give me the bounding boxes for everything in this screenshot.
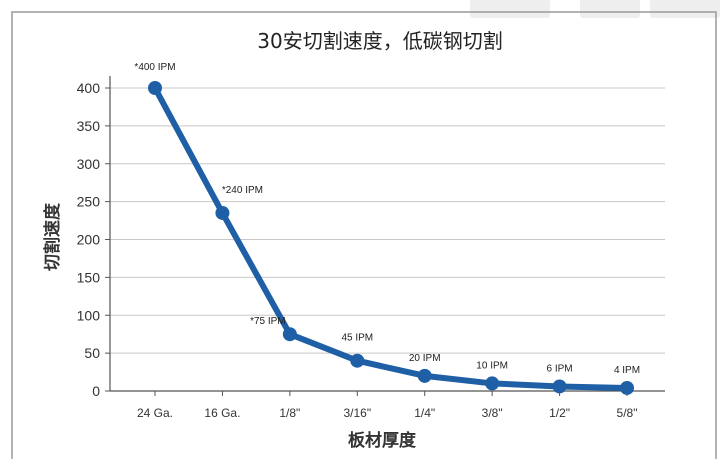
x-tick-label: 1/4" (414, 406, 435, 420)
data-label: 6 IPM (547, 363, 573, 374)
data-points (148, 81, 634, 395)
watermark-shape (470, 0, 550, 18)
y-tick-labels: 0 50 100 150 200 250 300 350 400 (77, 80, 101, 399)
data-point (485, 376, 500, 391)
x-tick-label: 16 Ga. (204, 406, 240, 420)
y-tick-label: 0 (92, 383, 100, 399)
x-tick-label: 3/8" (482, 406, 503, 420)
y-tick-label: 250 (77, 194, 101, 210)
x-tick-label: 3/16" (343, 406, 371, 420)
axes (105, 76, 665, 396)
x-tick-label: 24 Ga. (137, 406, 173, 420)
x-axis-label: 板材厚度 (348, 430, 417, 451)
x-tick-label: 1/2" (549, 406, 570, 420)
chart-frame (11, 11, 717, 459)
data-label: *240 IPM (222, 185, 263, 196)
data-point (350, 353, 365, 368)
series-line-path (152, 85, 630, 391)
y-axis-label: 切割速度 (42, 202, 63, 271)
data-point (282, 327, 297, 342)
y-tick-label: 150 (77, 269, 101, 285)
gridlines (110, 87, 665, 354)
x-tick-label: 5/8" (617, 406, 638, 420)
data-point (148, 81, 162, 95)
watermark-shape (580, 0, 640, 18)
data-label: 4 IPM (614, 365, 640, 376)
data-label: *75 IPM (250, 316, 286, 327)
chart-title: 30安切割速度，低碳钢切割 (257, 29, 502, 53)
data-label: *400 IPM (134, 62, 175, 73)
data-label: 20 IPM (409, 353, 441, 364)
x-tick-label: 1/8" (279, 406, 300, 420)
data-label: 10 IPM (476, 360, 508, 371)
data-point (215, 205, 230, 220)
data-point (552, 379, 567, 394)
x-tick-labels: 24 Ga. 16 Ga. 1/8" 3/16" 1/4" 3/8" 1/2" 5/8" (137, 406, 637, 420)
y-tick-label: 100 (77, 307, 101, 323)
data-labels: *400 IPM *240 IPM *75 IPM 45 IPM 20 IPM 10 IP… (134, 62, 640, 376)
y-tick-label: 200 (77, 232, 101, 248)
data-point (620, 380, 634, 395)
data-label: 45 IPM (341, 333, 373, 344)
plot-area (110, 72, 665, 397)
watermark-shape (650, 0, 720, 18)
y-tick-label: 300 (77, 156, 101, 172)
data-point (417, 368, 432, 383)
y-tick-label: 50 (84, 345, 100, 361)
y-tick-label: 400 (77, 80, 101, 96)
y-tick-label: 350 (77, 118, 101, 134)
series-line (152, 85, 630, 391)
